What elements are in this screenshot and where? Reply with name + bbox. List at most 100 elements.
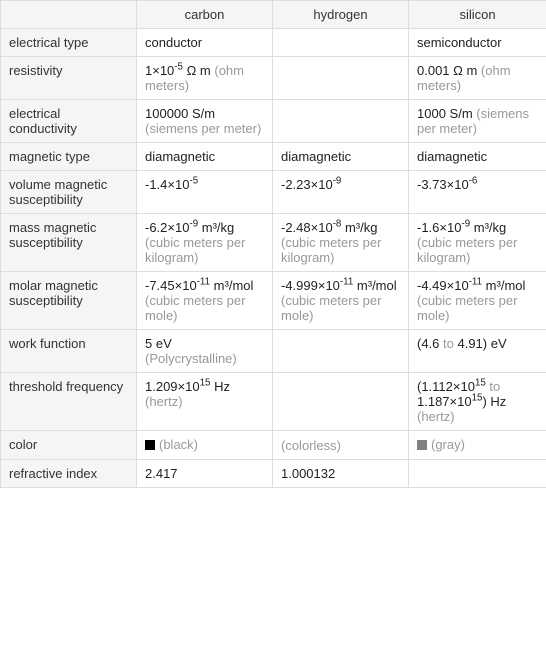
cell-value: (1.112×1015 to 1.187×1015) Hz	[417, 379, 506, 409]
value-desc: (hertz)	[145, 394, 183, 409]
cell-hydrogen: -2.48×10-8 m³/kg (cubic meters per kilog…	[273, 214, 409, 272]
value-pre: -2.48×10	[281, 220, 333, 235]
cell-value: -2.48×10-8 m³/kg	[281, 220, 377, 235]
value-sup: -9	[461, 219, 470, 230]
cell-value: 1.209×1015 Hz	[145, 379, 230, 394]
value-pre: -2.23×10	[281, 177, 333, 192]
row-label: magnetic type	[1, 143, 137, 171]
cell-silicon: -1.6×10-9 m³/kg (cubic meters per kilogr…	[409, 214, 546, 272]
value-desc: (hertz)	[417, 409, 455, 424]
value-sup: -6	[469, 176, 478, 187]
value-pre: -1.6×10	[417, 220, 461, 235]
cell-carbon: 1×10-5 Ω m (ohm meters)	[137, 57, 273, 100]
cell-carbon: 100000 S/m (siemens per meter)	[137, 100, 273, 143]
cell-carbon: 2.417	[137, 460, 273, 488]
value-unit: m³/kg	[198, 220, 234, 235]
row-label: molar magnetic susceptibility	[1, 272, 137, 330]
cell-hydrogen	[273, 100, 409, 143]
color-swatch-icon	[145, 440, 155, 450]
value-pre2: 1.187×10	[417, 394, 472, 409]
cell-value: diamagnetic	[417, 149, 487, 164]
cell-hydrogen: 1.000132	[273, 460, 409, 488]
cell-value: 1.000132	[281, 466, 335, 481]
value-sup1: 15	[475, 378, 486, 389]
row-label: mass magnetic susceptibility	[1, 214, 137, 272]
value-unit: m³/kg	[470, 220, 506, 235]
row-label: electrical type	[1, 29, 137, 57]
cell-value: -1.6×10-9 m³/kg	[417, 220, 506, 235]
cell-silicon: -3.73×10-6	[409, 171, 546, 214]
color-label: (gray)	[431, 437, 465, 452]
value-pre: -4.999×10	[281, 278, 340, 293]
cell-carbon: diamagnetic	[137, 143, 273, 171]
value-post: ) Hz	[482, 394, 506, 409]
cell-value: -6.2×10-9 m³/kg	[145, 220, 234, 235]
value-sup: -5	[174, 62, 183, 73]
cell-value: -7.45×10-11 m³/mol	[145, 278, 253, 293]
row-mass-magnetic-susceptibility: mass magnetic susceptibility -6.2×10-9 m…	[1, 214, 546, 272]
row-color: color (black) (colorless) (gray)	[1, 431, 546, 460]
row-label: color	[1, 431, 137, 460]
cell-value: -2.23×10-9	[281, 177, 341, 192]
cell-hydrogen	[273, 57, 409, 100]
value-pre1: (1.112×10	[417, 379, 475, 394]
cell-carbon: -6.2×10-9 m³/kg (cubic meters per kilogr…	[137, 214, 273, 272]
cell-value: 1×10-5 Ω m	[145, 63, 211, 78]
value-desc: (cubic meters per kilogram)	[417, 235, 517, 265]
value-sup: -5	[189, 176, 198, 187]
value-unit: m³/kg	[341, 220, 377, 235]
cell-value: 1000 S/m	[417, 106, 473, 121]
col-header-carbon: carbon	[137, 1, 273, 29]
cell-silicon: (4.6 to 4.91) eV	[409, 330, 546, 373]
value-pre: -3.73×10	[417, 177, 469, 192]
cell-value: diamagnetic	[281, 149, 351, 164]
value-sup: -11	[197, 277, 210, 288]
cell-value: 5 eV	[145, 336, 172, 351]
row-label: volume magnetic susceptibility	[1, 171, 137, 214]
color-label: (black)	[159, 437, 198, 452]
cell-silicon: -4.49×10-11 m³/mol (cubic meters per mol…	[409, 272, 546, 330]
value-pre: -1.4×10	[145, 177, 189, 192]
value-pre: (4.6	[417, 336, 443, 351]
row-electrical-type: electrical type conductor semiconductor	[1, 29, 546, 57]
cell-value: (4.6 to 4.91) eV	[417, 336, 507, 351]
cell-value: 2.417	[145, 466, 178, 481]
cell-value: -4.49×10-11 m³/mol	[417, 278, 525, 293]
cell-hydrogen: diamagnetic	[273, 143, 409, 171]
value-desc: (cubic meters per kilogram)	[145, 235, 245, 265]
value-desc: (cubic meters per kilogram)	[281, 235, 381, 265]
cell-hydrogen: -4.999×10-11 m³/mol (cubic meters per mo…	[273, 272, 409, 330]
row-electrical-conductivity: electrical conductivity 100000 S/m (siem…	[1, 100, 546, 143]
cell-carbon: -7.45×10-11 m³/mol (cubic meters per mol…	[137, 272, 273, 330]
value-sup2: 15	[472, 393, 483, 404]
cell-value: 100000 S/m	[145, 106, 215, 121]
value-post: 4.91) eV	[454, 336, 507, 351]
row-resistivity: resistivity 1×10-5 Ω m (ohm meters) 0.00…	[1, 57, 546, 100]
table-header-row: carbon hydrogen silicon	[1, 1, 546, 29]
cell-carbon: -1.4×10-5	[137, 171, 273, 214]
value-to: to	[443, 336, 454, 351]
cell-silicon: diamagnetic	[409, 143, 546, 171]
color-swatch-icon	[417, 440, 427, 450]
cell-silicon: 1000 S/m (siemens per meter)	[409, 100, 546, 143]
value-pre: -6.2×10	[145, 220, 189, 235]
row-work-function: work function 5 eV (Polycrystalline) (4.…	[1, 330, 546, 373]
value-sup: 15	[200, 378, 211, 389]
cell-value: -3.73×10-6	[417, 177, 477, 192]
cell-value: -1.4×10-5	[145, 177, 198, 192]
cell-silicon: (gray)	[409, 431, 546, 460]
cell-value: semiconductor	[417, 35, 502, 50]
value-unit: Hz	[210, 379, 230, 394]
cell-value: conductor	[145, 35, 202, 50]
row-label: work function	[1, 330, 137, 373]
cell-carbon: 1.209×1015 Hz (hertz)	[137, 373, 273, 431]
cell-hydrogen: -2.23×10-9	[273, 171, 409, 214]
cell-value: 0.001 Ω m	[417, 63, 477, 78]
cell-silicon: (1.112×1015 to 1.187×1015) Hz (hertz)	[409, 373, 546, 431]
value-pre: -4.49×10	[417, 278, 469, 293]
cell-hydrogen: (colorless)	[273, 431, 409, 460]
cell-carbon: 5 eV (Polycrystalline)	[137, 330, 273, 373]
value-sup: -9	[333, 176, 342, 187]
cell-carbon: conductor	[137, 29, 273, 57]
value-pre: 1×10	[145, 63, 174, 78]
